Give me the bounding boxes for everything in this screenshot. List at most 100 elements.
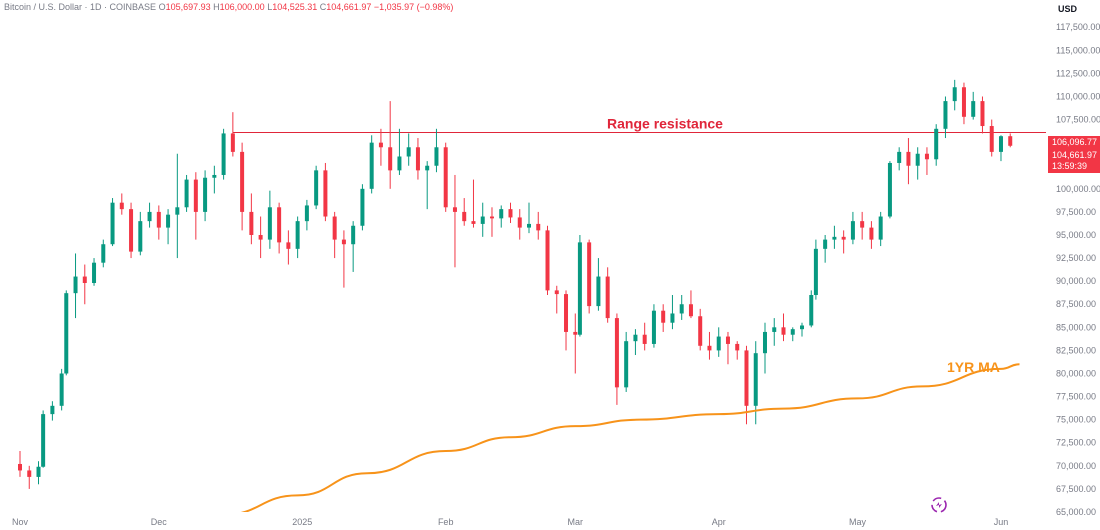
candle-up — [679, 304, 684, 314]
candle-down — [554, 290, 559, 295]
plot-area — [18, 79, 1046, 512]
candle-up — [406, 147, 411, 157]
candle-down — [452, 207, 457, 212]
candle-down — [332, 216, 337, 240]
candle-up — [832, 236, 837, 240]
candle-up — [716, 336, 721, 351]
candle-down — [841, 236, 846, 240]
candle-down — [156, 211, 161, 228]
candle-up — [952, 87, 957, 102]
candle-down — [924, 153, 929, 160]
candle-down — [18, 463, 22, 471]
y-tick-label: 92,500.00 — [1056, 253, 1096, 263]
candle-up — [101, 244, 106, 263]
x-tick-label: May — [849, 517, 867, 527]
candle-up — [360, 188, 365, 226]
candle-up — [212, 174, 217, 178]
candle-down — [564, 294, 569, 332]
candle-up — [823, 239, 828, 249]
candle-up — [915, 153, 920, 166]
candle-down — [869, 227, 874, 240]
tradingview-logo-icon[interactable] — [930, 496, 948, 514]
y-tick-label: 87,500.00 — [1056, 299, 1096, 309]
candle-down — [744, 350, 749, 406]
candle-up — [425, 165, 430, 171]
y-tick-label: 67,500.00 — [1056, 484, 1096, 494]
candle-down — [545, 230, 550, 291]
last-price-tag: 104,661.97 — [1048, 149, 1100, 162]
x-tick-label: Dec — [151, 517, 168, 527]
candle-down — [277, 207, 282, 243]
y-tick-label: 72,500.00 — [1056, 438, 1096, 448]
y-tick-label: 85,000.00 — [1056, 322, 1096, 332]
range-resistance-label: Range resistance — [607, 116, 723, 132]
candle-down — [906, 151, 911, 166]
candle-down — [661, 310, 666, 323]
candle-down — [471, 221, 476, 224]
candle-up — [800, 325, 805, 330]
x-tick-label: 2025 — [292, 517, 312, 527]
y-tick-label: 117,500.00 — [1056, 22, 1100, 32]
candle-down — [230, 133, 235, 152]
candle-up — [295, 221, 300, 249]
candle-up — [577, 242, 582, 335]
candle-down — [536, 223, 541, 231]
candle-down — [82, 276, 87, 284]
candle-down — [605, 276, 610, 319]
candle-up — [36, 466, 41, 477]
candle-down — [961, 87, 966, 117]
candle-up — [397, 156, 402, 171]
candle-up — [267, 207, 272, 240]
y-tick-label: 115,000.00 — [1056, 45, 1100, 55]
candle-down — [508, 209, 513, 218]
candle-up — [351, 225, 356, 245]
y-tick-label: 112,500.00 — [1056, 68, 1100, 78]
candle-up — [175, 207, 180, 215]
candle-up — [64, 293, 69, 374]
x-tick-label: Apr — [712, 517, 726, 527]
candle-up — [314, 170, 319, 206]
resistance-price-tag: 106,096.77 — [1048, 136, 1100, 149]
candle-down — [860, 221, 865, 228]
candle-down — [1008, 136, 1013, 146]
candle-up — [943, 101, 948, 129]
close-label: C — [319, 2, 327, 12]
currency-button[interactable]: USD — [1048, 0, 1100, 18]
y-tick-label: 107,500.00 — [1056, 115, 1100, 125]
candle-up — [651, 310, 656, 344]
candle-up — [59, 373, 64, 406]
candle-down — [378, 142, 383, 148]
candle-down — [517, 217, 522, 228]
candle-down — [781, 327, 786, 335]
candle-up — [998, 136, 1003, 152]
candle-up — [971, 101, 976, 117]
candle-down — [258, 234, 263, 240]
candle-down — [193, 179, 198, 212]
candle-up — [809, 295, 814, 326]
x-tick-label: Mar — [568, 517, 584, 527]
candle-up — [147, 211, 152, 222]
candle-down — [119, 202, 124, 210]
candle-down — [989, 126, 994, 152]
candle-down — [388, 147, 393, 171]
open-label: O — [158, 2, 166, 12]
x-tick-label: Nov — [12, 517, 29, 527]
candle-up — [670, 313, 675, 323]
y-tick-label: 90,000.00 — [1056, 276, 1096, 286]
x-tick-label: Jun — [994, 517, 1009, 527]
high-label: H — [213, 2, 220, 12]
candle-up — [92, 262, 97, 284]
candle-down — [286, 242, 291, 249]
candle-up — [434, 147, 439, 166]
candle-down — [443, 147, 448, 208]
candle-up — [596, 276, 601, 307]
candle-up — [772, 327, 777, 332]
candle-up — [887, 162, 892, 217]
candle-up — [878, 216, 883, 240]
y-tick-label: 77,500.00 — [1056, 392, 1096, 402]
candle-up — [203, 177, 208, 212]
candle-down — [725, 336, 730, 344]
candle-down — [323, 170, 328, 217]
y-tick-label: 95,000.00 — [1056, 230, 1096, 240]
